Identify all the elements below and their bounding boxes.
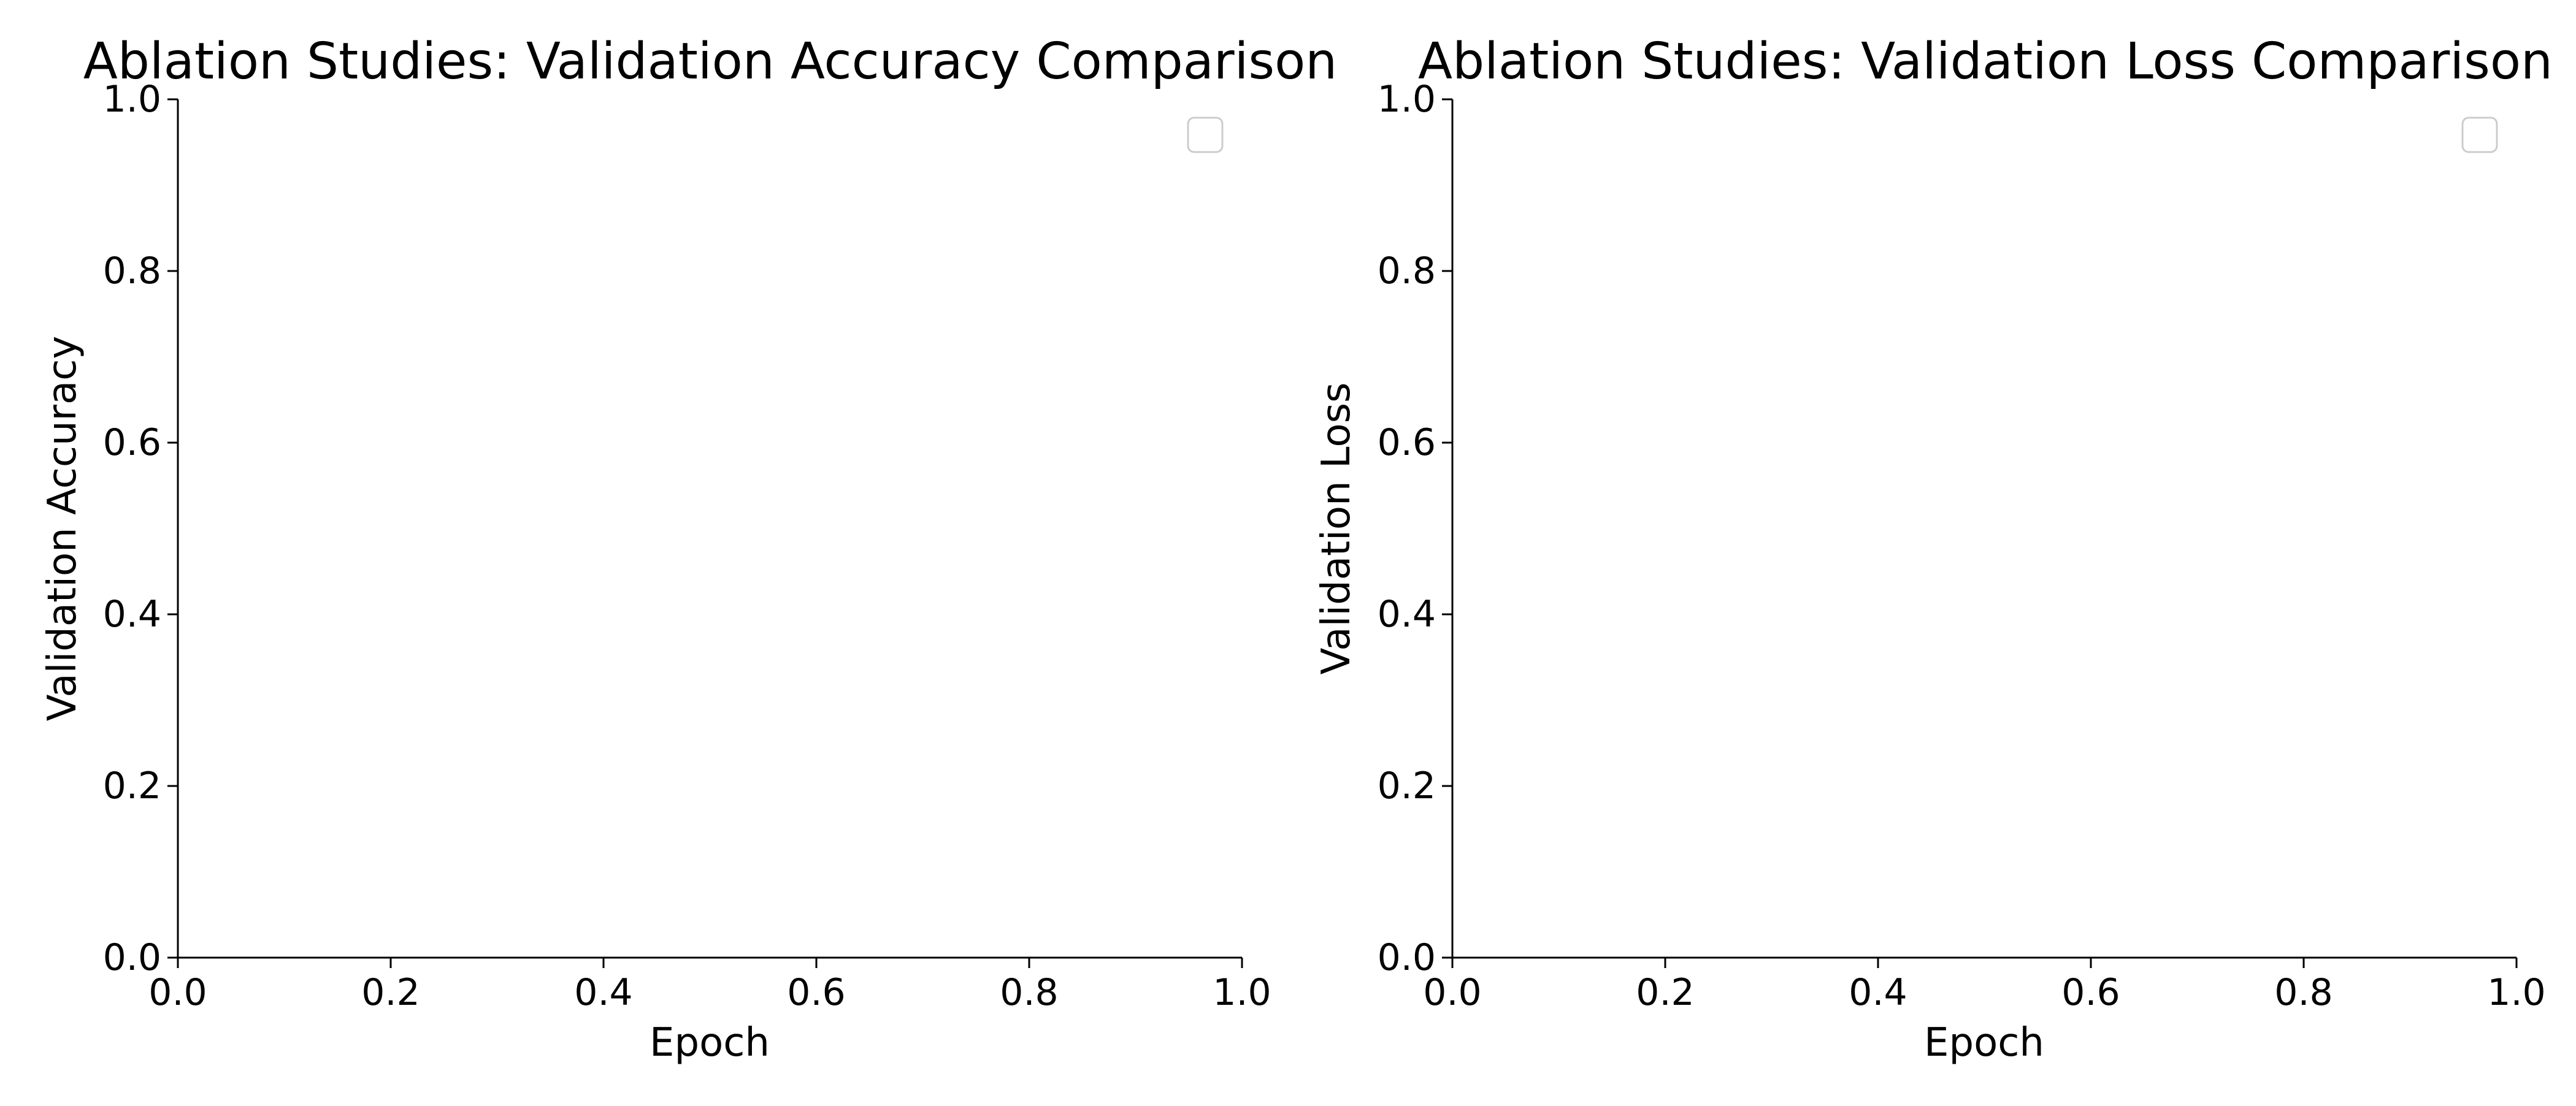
accuracy-y-tick-label: 0.2 <box>103 765 161 807</box>
accuracy-x-tick-label: 0.2 <box>361 971 420 1014</box>
accuracy-x-tick-label: 0.4 <box>574 971 632 1014</box>
accuracy-y-tick-label: 0.4 <box>103 593 161 636</box>
accuracy-x-tick-label: 0.8 <box>1000 971 1058 1014</box>
loss-y-tick-label: 0.6 <box>1378 421 1436 464</box>
loss-legend <box>2461 116 2498 153</box>
loss-chart-title: Ablation Studies: Validation Loss Compar… <box>1418 32 2553 91</box>
accuracy-chart-title: Ablation Studies: Validation Accuracy Co… <box>83 32 1338 91</box>
loss-x-tick-label: 0.8 <box>2274 971 2333 1014</box>
loss-y-tick-label: 0.4 <box>1378 593 1436 636</box>
loss-x-tick-label: 0.0 <box>1423 971 1481 1014</box>
loss-y-tick-label: 1.0 <box>1378 78 1436 121</box>
loss-y-tick-label: 0.8 <box>1378 250 1436 292</box>
loss-x-tick-label: 0.6 <box>2061 971 2120 1014</box>
accuracy-ticks: 0.0 0.2 0.4 0.6 0.8 1.0 0.0 0.2 0.4 0.6 0.8 1.0 <box>103 78 1271 1014</box>
accuracy-x-tick-label: 1.0 <box>1213 971 1271 1014</box>
loss-x-tick-label: 1.0 <box>2487 971 2545 1014</box>
loss-x-axis-label: Epoch <box>1924 1020 2044 1066</box>
accuracy-y-tick-label: 0.0 <box>103 936 161 979</box>
accuracy-y-tick-label: 0.6 <box>103 421 161 464</box>
loss-y-tick-label: 0.0 <box>1378 936 1436 979</box>
accuracy-y-tick-label: 1.0 <box>103 78 161 121</box>
accuracy-y-tick-label: 0.8 <box>103 250 161 292</box>
loss-y-axis-label: Validation Loss <box>1314 383 1359 675</box>
loss-x-tick-label: 0.4 <box>1849 971 1907 1014</box>
accuracy-panel: Ablation Studies: Validation Accuracy Co… <box>40 32 1337 1066</box>
loss-x-tick-label: 0.2 <box>1636 971 1694 1014</box>
loss-ticks: 0.0 0.2 0.4 0.6 0.8 1.0 0.0 0.2 0.4 0.6 0.8 1.0 <box>1378 78 2546 1014</box>
accuracy-y-axis-label: Validation Accuracy <box>40 336 85 722</box>
accuracy-x-tick-label: 0.6 <box>787 971 845 1014</box>
accuracy-legend <box>1187 116 1224 153</box>
loss-y-tick-label: 0.2 <box>1378 765 1436 807</box>
accuracy-x-axis-label: Epoch <box>650 1020 770 1066</box>
loss-panel: Ablation Studies: Validation Loss Compar… <box>1314 32 2553 1066</box>
accuracy-x-tick-label: 0.0 <box>148 971 207 1014</box>
